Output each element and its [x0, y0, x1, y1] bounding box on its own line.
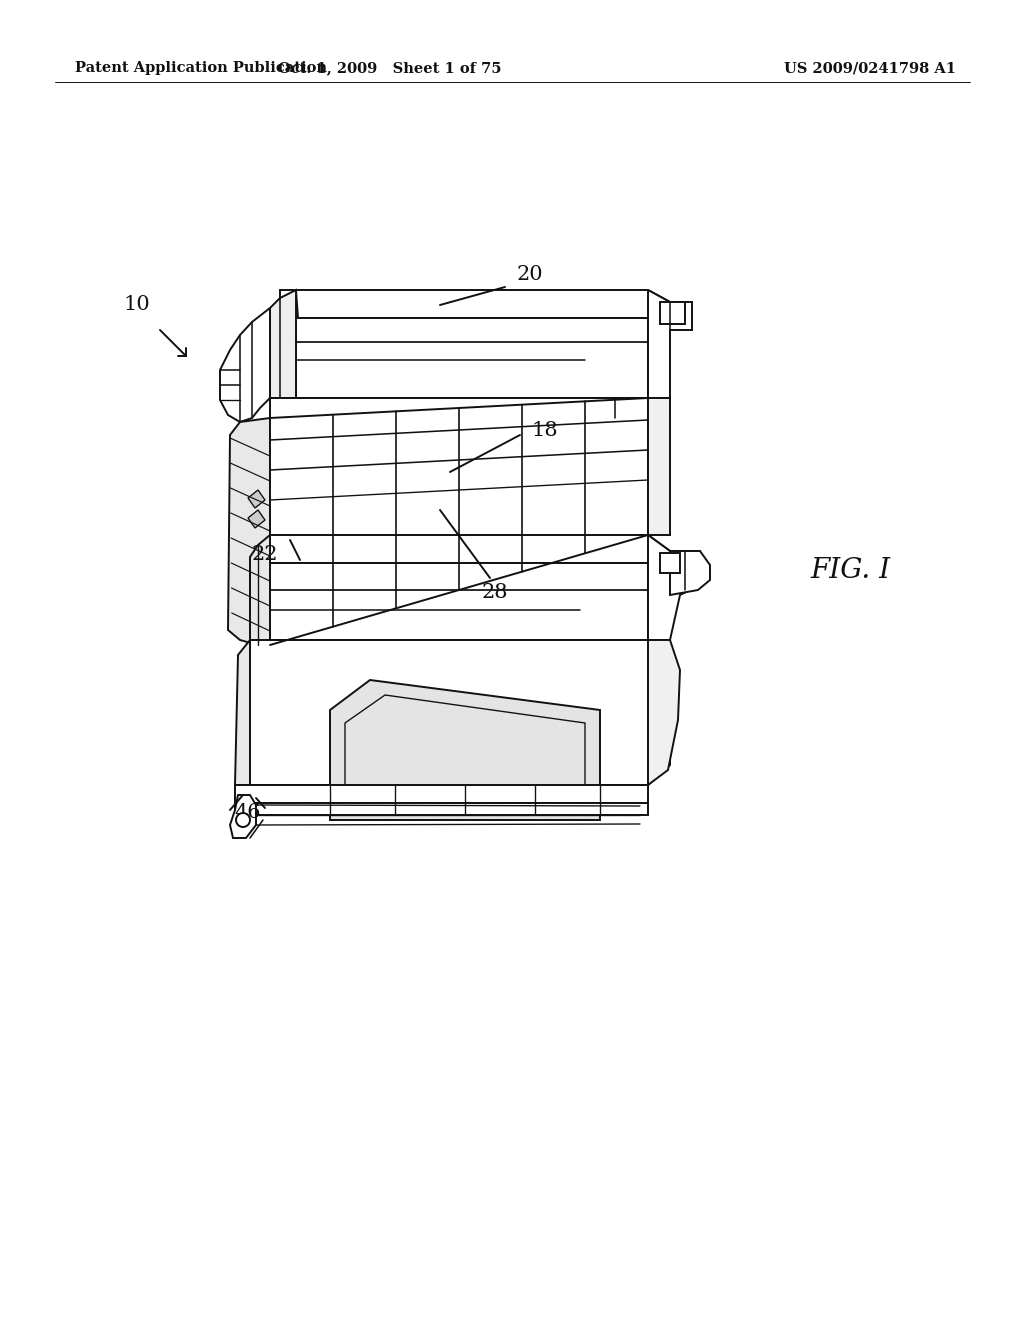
Text: 10: 10: [124, 296, 151, 314]
Polygon shape: [648, 535, 700, 640]
Polygon shape: [234, 640, 250, 785]
Polygon shape: [648, 290, 692, 399]
Polygon shape: [270, 290, 296, 399]
Polygon shape: [250, 535, 270, 645]
Text: 18: 18: [531, 421, 558, 440]
Polygon shape: [270, 564, 648, 640]
Polygon shape: [270, 535, 670, 564]
Text: FIG. I: FIG. I: [810, 557, 890, 583]
Polygon shape: [660, 553, 680, 573]
Polygon shape: [280, 290, 296, 298]
Circle shape: [236, 813, 250, 828]
Polygon shape: [234, 803, 648, 814]
Polygon shape: [270, 399, 670, 418]
Polygon shape: [648, 640, 680, 785]
Polygon shape: [248, 510, 265, 528]
Text: 20: 20: [517, 265, 544, 285]
Polygon shape: [270, 399, 648, 645]
Polygon shape: [220, 308, 270, 422]
Polygon shape: [230, 795, 256, 838]
Polygon shape: [330, 680, 600, 820]
Polygon shape: [345, 696, 585, 805]
Polygon shape: [228, 418, 270, 645]
Polygon shape: [250, 640, 670, 785]
Text: 46: 46: [234, 803, 261, 821]
Text: US 2009/0241798 A1: US 2009/0241798 A1: [784, 61, 956, 75]
Polygon shape: [296, 290, 670, 318]
Polygon shape: [670, 550, 710, 595]
Polygon shape: [648, 399, 670, 535]
Polygon shape: [660, 302, 685, 323]
Polygon shape: [296, 318, 648, 399]
Text: Patent Application Publication: Patent Application Publication: [75, 61, 327, 75]
Polygon shape: [248, 490, 265, 508]
Text: 28: 28: [481, 582, 508, 602]
Text: 22: 22: [252, 545, 279, 565]
Text: Oct. 1, 2009   Sheet 1 of 75: Oct. 1, 2009 Sheet 1 of 75: [279, 61, 502, 75]
Polygon shape: [234, 785, 648, 803]
